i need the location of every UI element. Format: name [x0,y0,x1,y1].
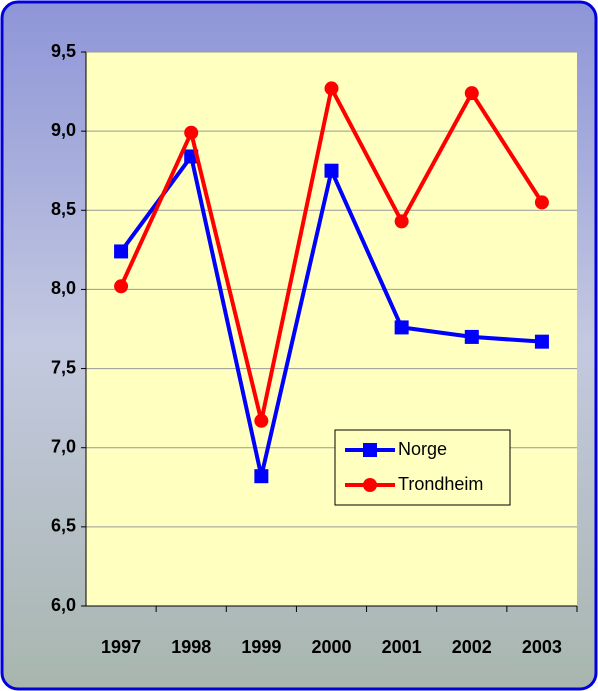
y-tick-label: 8,0 [51,278,76,298]
data-point [254,469,269,484]
data-point [534,195,549,210]
y-tick-label: 6,5 [51,516,76,536]
x-tick-label: 2003 [522,637,562,657]
x-tick-label: 2001 [382,637,422,657]
y-tick-label: 9,0 [51,120,76,140]
legend-label: Norge [398,439,447,459]
data-point [114,244,129,259]
data-point [184,125,199,140]
legend: Norge Trondheim [334,429,511,506]
data-point [394,214,409,229]
legend-marker [363,443,377,457]
data-point [394,320,409,335]
data-point [114,279,129,294]
data-point [324,81,339,96]
legend-marker [363,478,377,492]
data-point [254,413,269,428]
x-tick-label: 2002 [452,637,492,657]
data-point [534,334,549,349]
x-tick-label: 1999 [241,637,281,657]
x-tick-label: 1997 [101,637,141,657]
y-tick-label: 7,0 [51,436,76,456]
x-tick-label: 1998 [171,637,211,657]
y-tick-label: 9,5 [51,41,76,61]
data-point [464,86,479,101]
legend-label: Trondheim [398,474,483,494]
y-tick-label: 7,5 [51,357,76,377]
data-point [464,329,479,344]
y-tick-label: 8,5 [51,199,76,219]
y-tick-label: 6,0 [51,595,76,615]
legend-box [334,429,511,506]
plot-area [86,52,577,606]
x-tick-label: 2000 [311,637,351,657]
data-point [324,163,339,178]
